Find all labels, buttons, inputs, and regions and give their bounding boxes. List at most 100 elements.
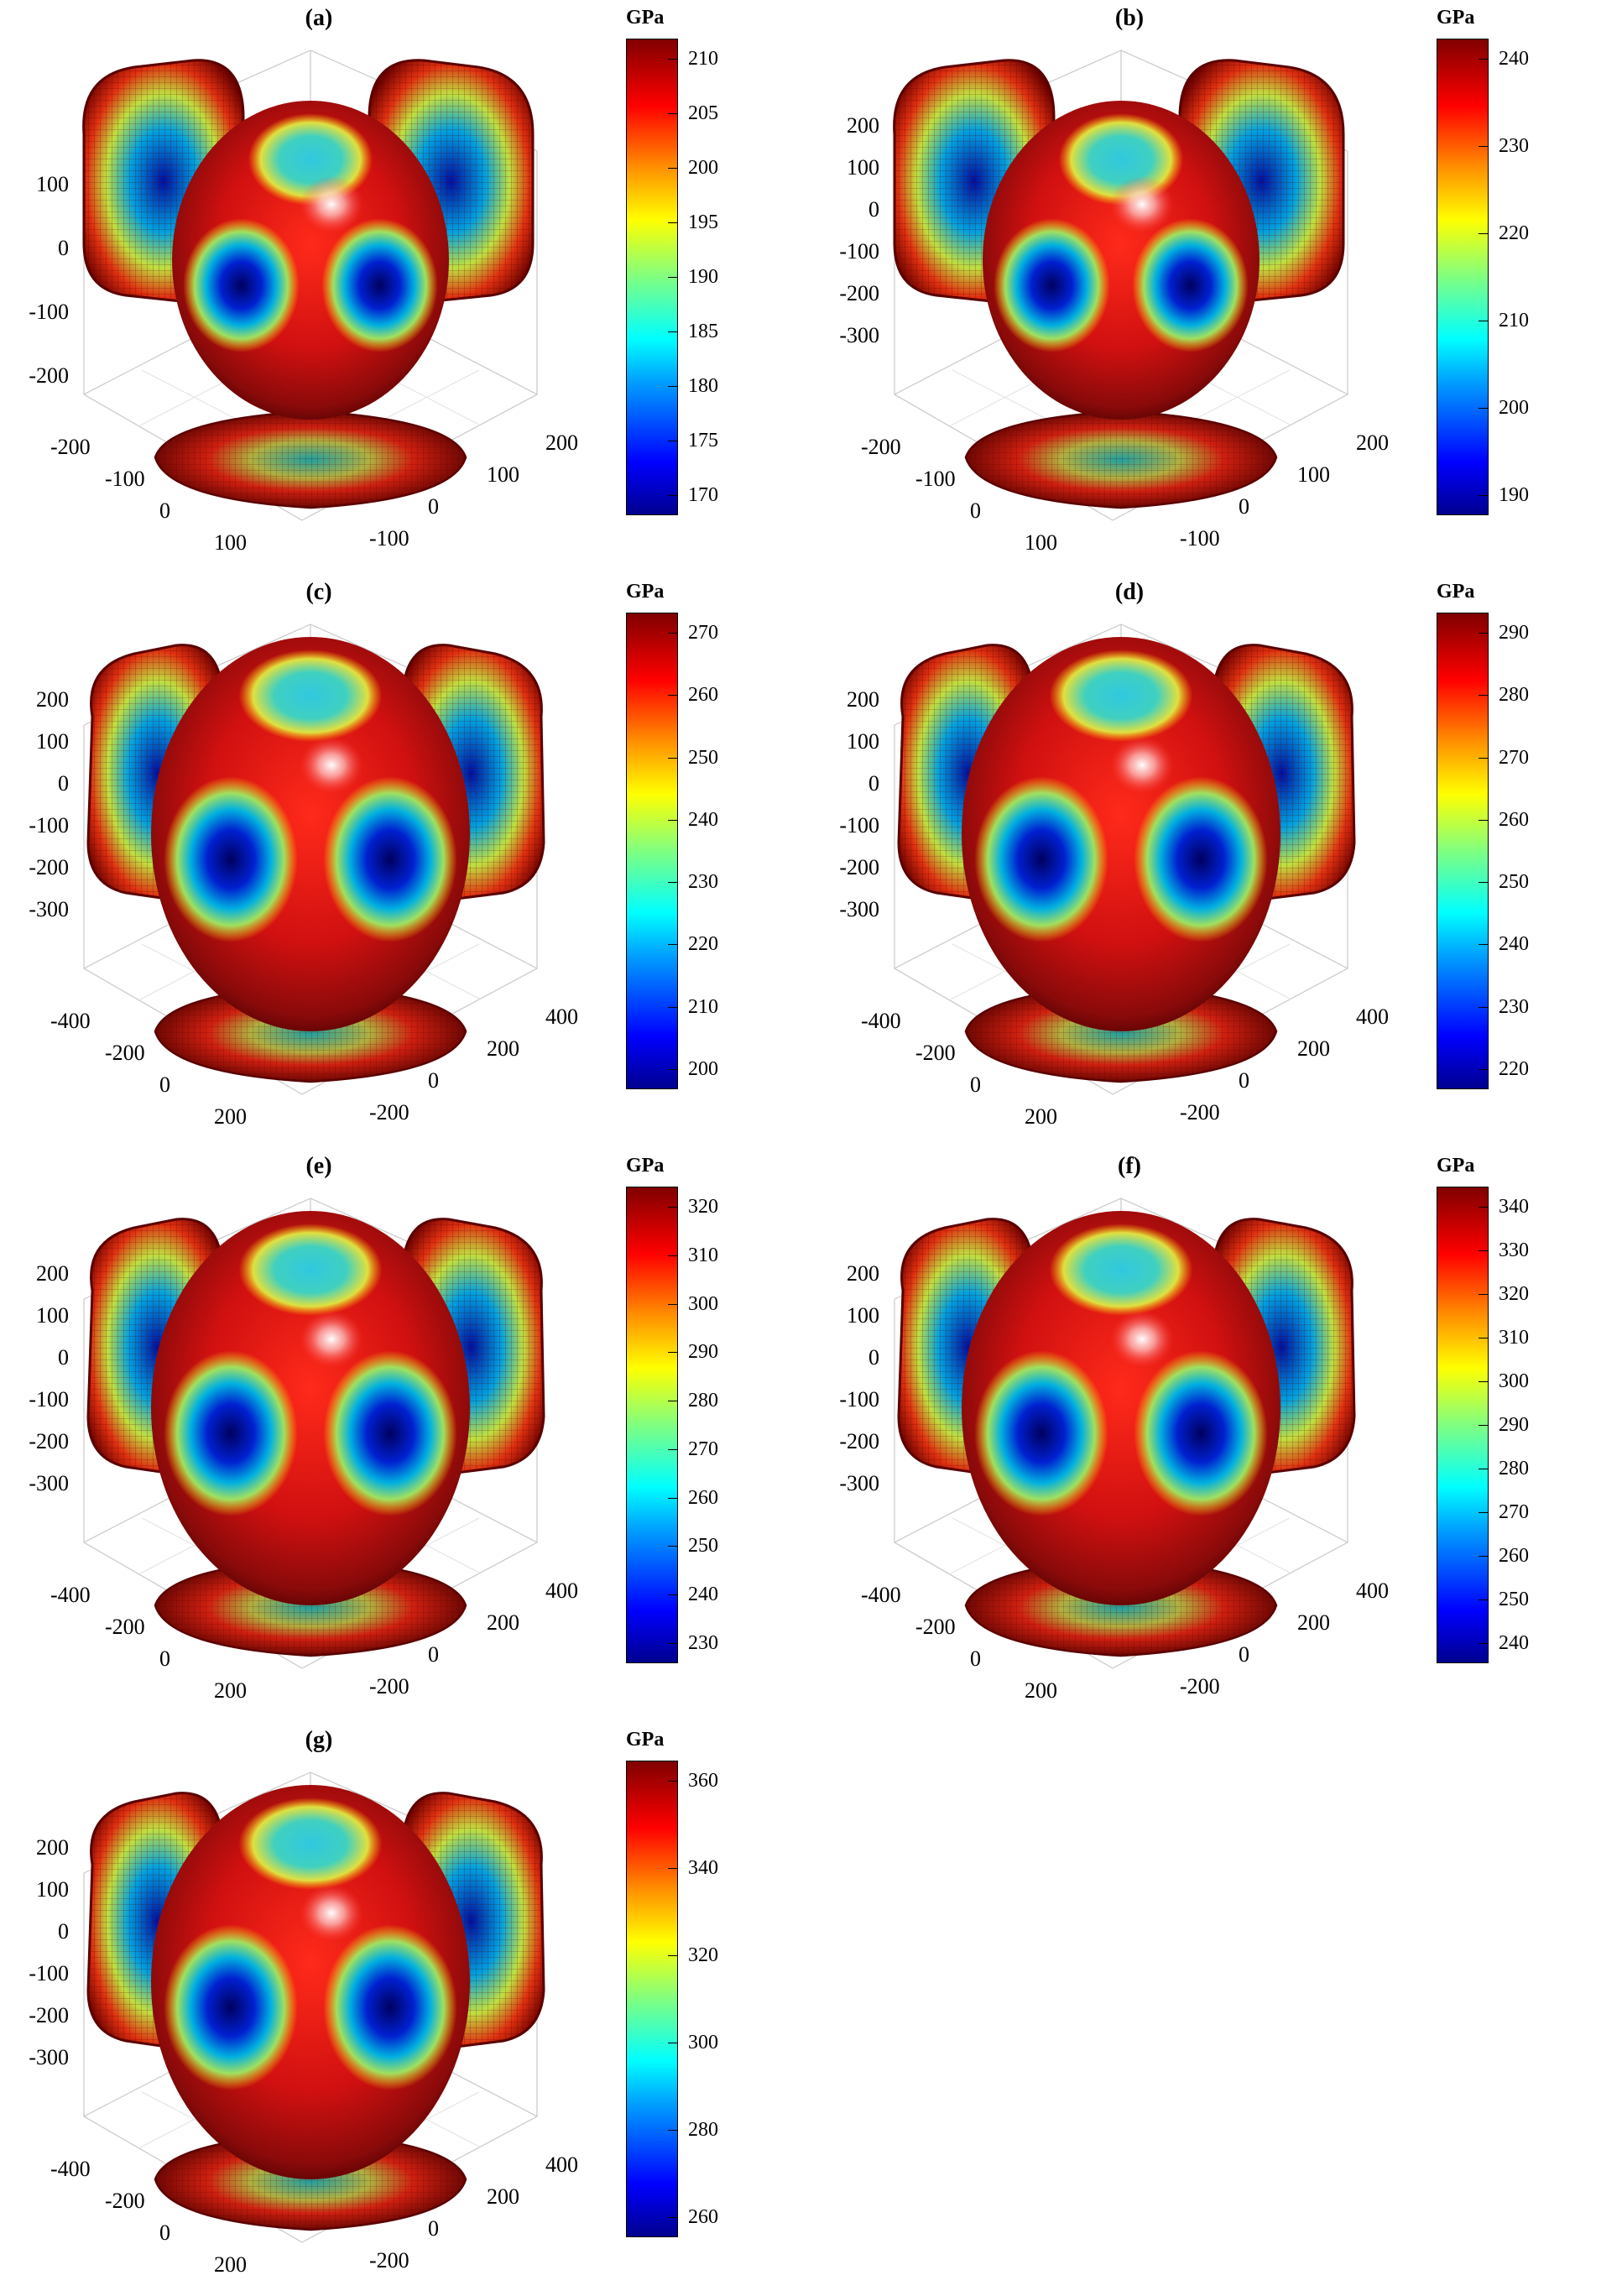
colorbar-tick-mark [668,1352,678,1354]
x-axis-tick-label: 0 [159,1646,170,1671]
x-axis-tick-label: -100 [915,467,956,491]
colorbar-tick-mark [1479,695,1489,697]
colorbar-tick-label: 290 [1499,622,1529,644]
plot-3d [82,50,538,521]
colorbar-tick-mark [668,59,678,60]
colorbar-tick-label: 320 [1499,1283,1529,1305]
x-axis-tick-label: -200 [861,435,901,459]
z-axis-tick-label: -300 [839,323,879,347]
y-axis-tick-label: 0 [428,1642,439,1667]
z-axis-tick-label: 200 [36,1835,69,1860]
z-axis-tick-label: 0 [58,1919,69,1944]
x-axis-tick-label: 200 [214,1104,247,1129]
colorbar-tick-mark [668,495,678,496]
colorbar-tick-mark [1479,633,1489,634]
plot-3d [894,624,1356,1095]
y-axis-tick-label: 0 [428,1068,439,1093]
x-axis-tick-label: 200 [1025,1678,1057,1703]
z-axis-tick-label: -200 [839,1429,879,1453]
z-axis-tick-label: 100 [36,729,69,754]
colorbar-tick-mark [668,1955,678,1956]
colorbar-tick-mark [668,1868,678,1869]
colorbar-tick-label: 310 [688,1244,718,1266]
y-axis-tick-label: -200 [1180,1674,1220,1699]
colorbar-tick-label: 200 [1499,397,1529,419]
y-axis-tick-label: 400 [1356,1004,1389,1029]
x-axis-tick-label: -200 [915,1615,956,1639]
colorbar-tick-label: 320 [688,1944,718,1966]
panel-d: (d) GPa 220 230 240 250 260 270 280 290 200 100 0 -10… [811,574,1621,1148]
panel-label: (d) [1114,579,1145,605]
y-axis-tick-label: -200 [369,1674,409,1699]
z-axis-tick-label: 0 [58,1345,69,1370]
z-axis-tick-label: 200 [36,687,69,712]
y-axis-tick-label: 200 [487,1610,519,1635]
z-axis-tick-label: -200 [839,855,879,879]
x-axis-tick-label: -200 [915,1041,956,1065]
colorbar-tick-label: 200 [688,1058,718,1080]
colorbar-tick-label: 220 [1499,1058,1529,1080]
colorbar-tick-label: 260 [1499,1545,1529,1567]
colorbar-tick-mark [668,222,678,223]
z-axis-tick-label: -100 [839,239,879,264]
x-axis-tick-label: -200 [105,1615,145,1639]
colorbar-tick-mark [1479,1425,1489,1426]
z-axis-tick-label: 0 [58,236,69,260]
colorbar-unit: GPa [1437,1155,1475,1177]
colorbar-tick-mark [668,1303,678,1305]
y-axis-tick-label: -100 [369,526,409,551]
surface-plot [83,1772,545,2243]
colorbar-tick-mark [668,944,678,946]
y-axis-tick-label: 100 [487,462,519,487]
colorbar-tick-label: 260 [688,2206,718,2228]
colorbar-tick-mark [668,757,678,759]
central-surface [151,637,470,1031]
y-axis-tick-label: 400 [545,1004,578,1029]
colorbar-tick-label: 340 [1499,1196,1529,1218]
colorbar-tick-mark [668,2217,678,2218]
z-axis-tick-label: 100 [36,1303,69,1328]
surface-plot [894,1198,1356,1669]
colorbar-tick-label: 280 [688,2119,718,2141]
colorbar-tick-mark [1479,1207,1489,1208]
panel-c: (c) GPa 200 210 220 230 240 250 260 270 200 100 0 -10… [0,574,811,1148]
floor-projection [154,2132,467,2231]
colorbar-tick-label: 180 [688,375,718,397]
colorbar-tick-mark [668,277,678,278]
colorbar-tick-label: 250 [688,746,718,769]
colorbar-tick-label: 240 [1499,933,1529,956]
colorbar-tick-label: 270 [688,622,718,644]
colorbar-tick-label: 290 [1499,1414,1529,1436]
floor-projection [964,410,1278,509]
colorbar-tick-mark [1479,944,1489,946]
colorbar-tick-label: 220 [1499,222,1529,244]
panel-label: (e) [305,1153,332,1179]
panel-label: (a) [305,5,333,31]
colorbar-tick-label: 230 [688,1632,718,1654]
z-axis-tick-label: 0 [58,771,69,796]
z-axis-tick-label: -300 [29,1471,69,1495]
x-axis-tick-label: -100 [105,467,145,491]
colorbar-tick-mark [1479,819,1489,821]
colorbar-tick-mark [668,695,678,697]
colorbar-tick-label: 170 [688,484,718,506]
y-axis-tick-label: 400 [545,1578,578,1603]
z-axis-tick-label: -100 [29,813,69,838]
colorbar-tick-mark [668,331,678,332]
colorbar-tick-mark [1479,1381,1489,1382]
panel-label: (c) [305,579,332,605]
x-axis-tick-label: -400 [861,1583,901,1607]
plot-3d [83,1198,545,1669]
x-axis-tick-label: 100 [214,530,247,555]
z-axis-tick-label: 0 [868,771,879,796]
colorbar-tick-label: 240 [1499,48,1529,70]
colorbar-tick-mark [1479,757,1489,759]
panel-f: (f) GPa 240 250 260 270 280 290 300 310 320 330 340 2… [811,1148,1621,1722]
x-axis-tick-label: -400 [50,1583,91,1607]
colorbar-tick-mark [668,1781,678,1782]
y-axis-tick-label: 0 [1239,1642,1249,1667]
colorbar-unit: GPa [626,7,665,29]
colorbar-tick-mark [668,1255,678,1256]
z-axis-tick-label: -200 [29,855,69,879]
